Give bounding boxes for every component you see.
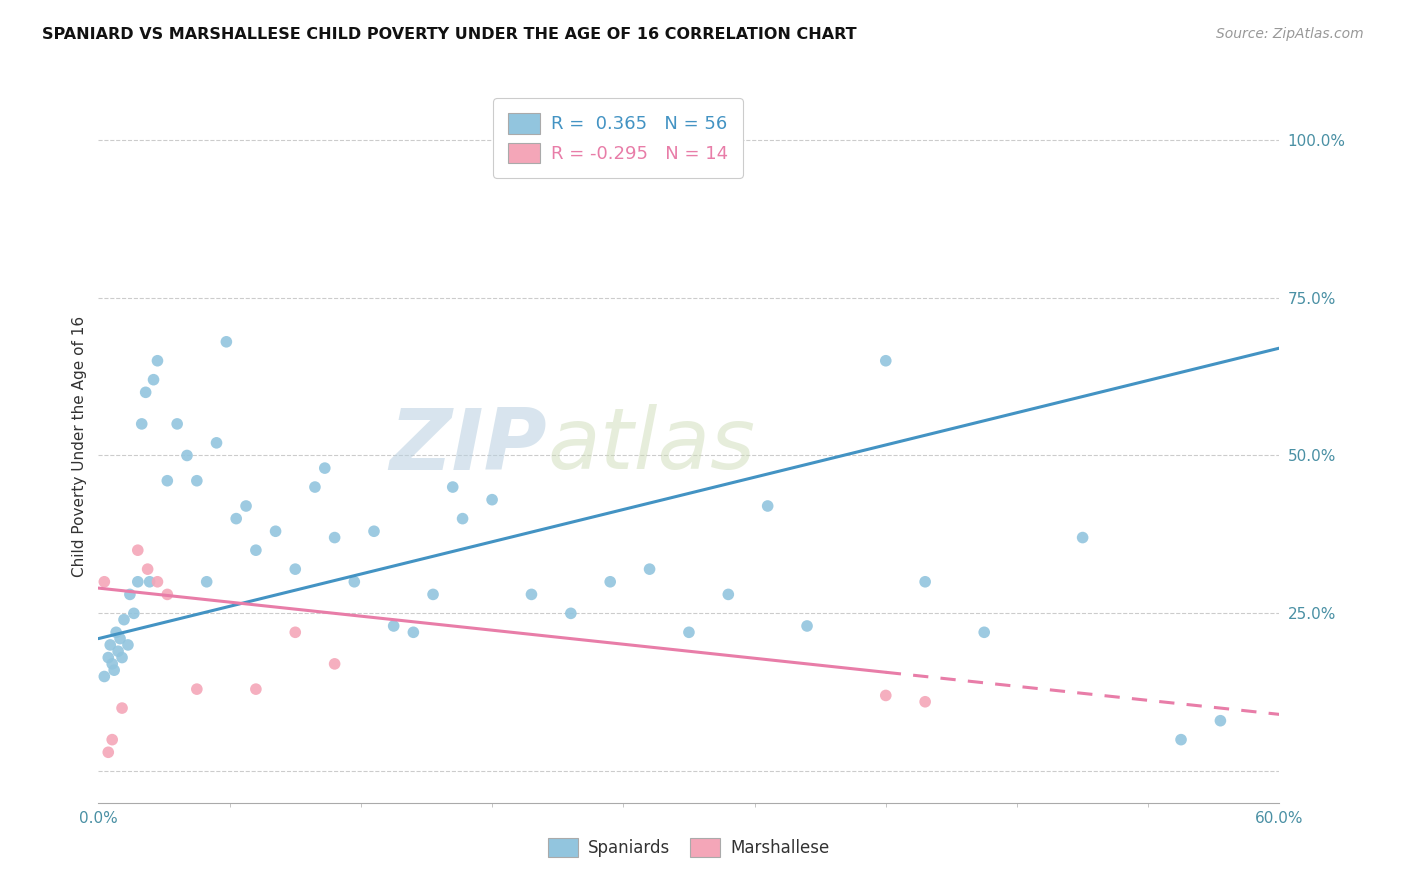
Point <box>914 695 936 709</box>
Point <box>135 385 157 400</box>
Point <box>111 701 134 715</box>
Legend: Spaniards, Marshallese: Spaniards, Marshallese <box>540 830 838 866</box>
Point <box>108 632 131 646</box>
Point <box>112 613 135 627</box>
Point <box>105 625 128 640</box>
Point <box>796 619 818 633</box>
Text: SPANIARD VS MARSHALLESE CHILD POVERTY UNDER THE AGE OF 16 CORRELATION CHART: SPANIARD VS MARSHALLESE CHILD POVERTY UN… <box>42 27 856 42</box>
Point <box>138 574 160 589</box>
Point <box>245 682 267 697</box>
Point <box>235 499 257 513</box>
Point <box>914 574 936 589</box>
Point <box>101 732 124 747</box>
Point <box>97 650 120 665</box>
Point <box>560 607 582 621</box>
Point <box>93 669 115 683</box>
Point <box>717 587 740 601</box>
Point <box>93 574 115 589</box>
Point <box>103 663 125 677</box>
Point <box>875 689 897 703</box>
Y-axis label: Child Poverty Under the Age of 16: Child Poverty Under the Age of 16 <box>72 316 87 576</box>
Point <box>756 499 779 513</box>
Text: Source: ZipAtlas.com: Source: ZipAtlas.com <box>1216 27 1364 41</box>
Point <box>264 524 287 539</box>
Point <box>176 449 198 463</box>
Point <box>117 638 139 652</box>
Point <box>422 587 444 601</box>
Point <box>118 587 141 601</box>
Point <box>111 650 134 665</box>
Point <box>1170 732 1192 747</box>
Point <box>186 682 208 697</box>
Point <box>973 625 995 640</box>
Point <box>638 562 661 576</box>
Point <box>98 638 121 652</box>
Point <box>186 474 208 488</box>
Point <box>136 562 159 576</box>
Point <box>481 492 503 507</box>
Point <box>520 587 543 601</box>
Point <box>1071 531 1094 545</box>
Point <box>323 531 346 545</box>
Point <box>131 417 153 431</box>
Point <box>323 657 346 671</box>
Point <box>101 657 124 671</box>
Point <box>156 474 179 488</box>
Point <box>451 511 474 525</box>
Point <box>245 543 267 558</box>
Text: ZIP: ZIP <box>389 404 547 488</box>
Point <box>678 625 700 640</box>
Point <box>284 562 307 576</box>
Point <box>343 574 366 589</box>
Point <box>402 625 425 640</box>
Point <box>166 417 188 431</box>
Point <box>314 461 336 475</box>
Point <box>284 625 307 640</box>
Point <box>875 353 897 368</box>
Point <box>142 373 165 387</box>
Text: atlas: atlas <box>547 404 755 488</box>
Point <box>441 480 464 494</box>
Point <box>97 745 120 759</box>
Point <box>146 574 169 589</box>
Point <box>599 574 621 589</box>
Point <box>363 524 385 539</box>
Point <box>122 607 145 621</box>
Point <box>215 334 238 349</box>
Point <box>195 574 218 589</box>
Point <box>127 574 149 589</box>
Point <box>146 353 169 368</box>
Point <box>107 644 129 658</box>
Point <box>156 587 179 601</box>
Point <box>205 435 228 450</box>
Point <box>382 619 405 633</box>
Point <box>1209 714 1232 728</box>
Point <box>225 511 247 525</box>
Point <box>127 543 149 558</box>
Point <box>304 480 326 494</box>
